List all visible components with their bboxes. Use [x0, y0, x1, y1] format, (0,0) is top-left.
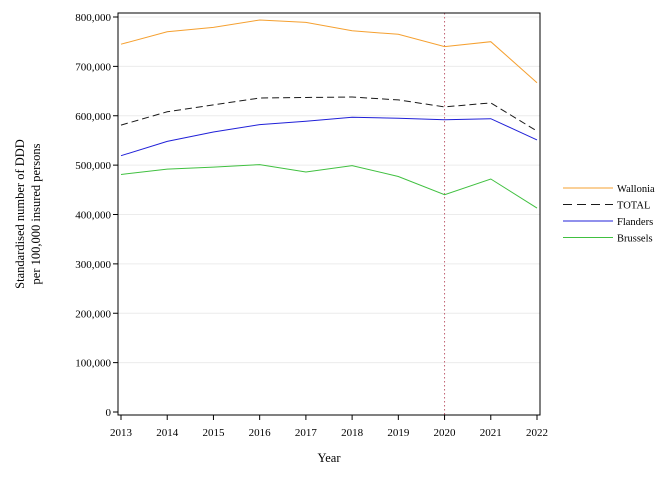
- y-axis-title-line: Standardised number of DDD: [13, 139, 27, 289]
- series-line-brussels: [120, 164, 538, 209]
- x-tick-label: 2022: [526, 427, 548, 439]
- y-tick-label: 100,000: [75, 358, 111, 370]
- legend: Wallonia TOTAL Flanders Brussels: [563, 184, 655, 245]
- x-tick-label: 2021: [480, 427, 502, 439]
- y-tick-label: 600,000: [75, 111, 111, 123]
- legend-label: Brussels: [617, 234, 653, 245]
- y-tick-label: 0: [106, 407, 112, 419]
- x-tick-label: 2018: [341, 427, 364, 439]
- x-axis: 2013 2014 2015 2016 2017 2018 2019 2020 2021 2022: [110, 415, 548, 439]
- legend-label: TOTAL: [617, 201, 650, 212]
- y-tick-label: 700,000: [75, 61, 111, 73]
- y-axis-title-line: per 100,000 insured persons: [29, 143, 43, 284]
- x-tick-label: 2016: [249, 427, 272, 439]
- legend-label: Flanders: [617, 217, 653, 228]
- series-lines: [120, 19, 538, 209]
- x-tick-label: 2013: [110, 427, 133, 439]
- y-axis: 0 100,000 200,000 300,000 400,000 500,000 600,…: [75, 12, 118, 419]
- x-tick-label: 2019: [387, 427, 410, 439]
- y-tick-label: 200,000: [75, 308, 111, 320]
- series-line-wallonia: [120, 19, 538, 84]
- y-tick-label: 800,000: [75, 12, 111, 24]
- x-tick-label: 2020: [434, 427, 457, 439]
- y-tick-label: 300,000: [75, 259, 111, 271]
- x-tick-label: 2017: [295, 427, 318, 439]
- x-axis-title: Year: [317, 451, 341, 465]
- y-axis-title: Standardised number of DDD per 100,000 in…: [13, 139, 43, 289]
- grid-lines: [118, 16, 540, 364]
- y-tick-label: 400,000: [75, 210, 111, 222]
- x-tick-label: 2014: [156, 427, 179, 439]
- series-line-total: [120, 96, 538, 132]
- x-tick-label: 2015: [202, 427, 225, 439]
- legend-label: Wallonia: [617, 184, 655, 195]
- y-tick-label: 500,000: [75, 160, 111, 172]
- series-line-flanders: [120, 116, 538, 157]
